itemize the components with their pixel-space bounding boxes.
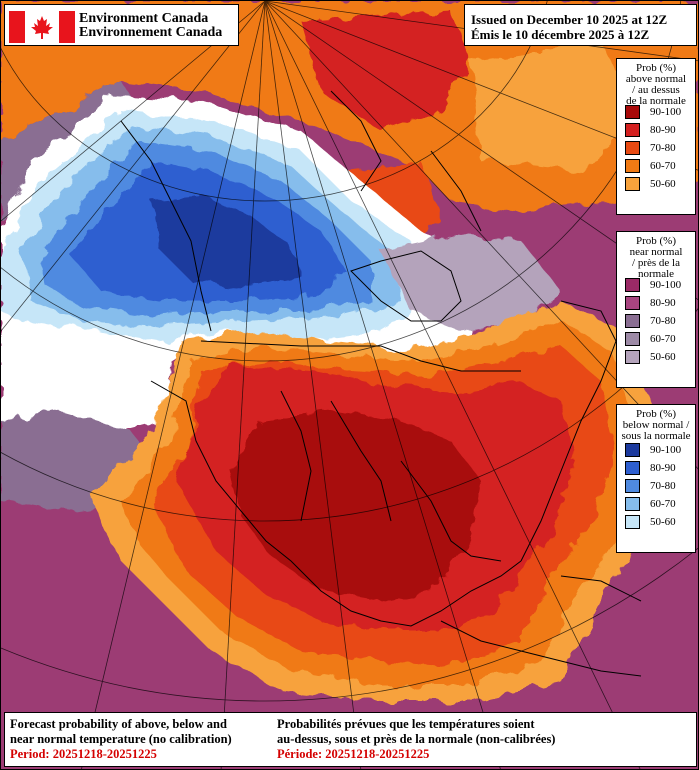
footer-fr-line2: au-dessus, sous et près de la normale (n… (277, 732, 555, 747)
footer-en-line1: Forecast probability of above, below and (10, 717, 232, 732)
legend-label: 80-90 (650, 462, 676, 474)
swatch-below-80-90 (625, 461, 640, 475)
footer-french: Probabilités prévues que les température… (277, 717, 555, 762)
legend-label: 50-60 (650, 178, 676, 190)
legend-above-title: Prob (%) above normal / au dessus de la … (617, 59, 695, 103)
legend-label: 90-100 (650, 279, 681, 291)
swatch-near-70-80 (625, 314, 640, 328)
agency-logo-box: Environment Canada Environnement Canada (4, 4, 239, 46)
legend-near-normal: Prob (%) near normal / près de la normal… (616, 231, 696, 388)
legend-label: 80-90 (650, 124, 676, 136)
issued-box: Issued on December 10 2025 at 12Z Émis l… (464, 4, 697, 46)
swatch-above-80-90 (625, 123, 640, 137)
agency-name-en: Environment Canada (79, 12, 222, 26)
swatch-below-60-70 (625, 497, 640, 511)
footer-en-period: Period: 20251218-20251225 (10, 747, 232, 762)
swatch-below-50-60 (625, 515, 640, 529)
legend-label: 70-80 (650, 480, 676, 492)
legend-label: 90-100 (650, 106, 681, 118)
legend-label: 70-80 (650, 142, 676, 154)
swatch-above-70-80 (625, 141, 640, 155)
swatch-near-80-90 (625, 296, 640, 310)
legend-below-title: Prob (%) below normal / sous la normale (617, 405, 695, 441)
legend-label: 60-70 (650, 160, 676, 172)
swatch-below-90-100 (625, 443, 640, 457)
agency-name: Environment Canada Environnement Canada (79, 12, 222, 40)
legend-label: 60-70 (650, 498, 676, 510)
legend-label: 80-90 (650, 297, 676, 309)
legend-label: 70-80 (650, 315, 676, 327)
legend-label: 60-70 (650, 333, 676, 345)
swatch-above-90-100 (625, 105, 640, 119)
issued-fr: Émis le 10 décembre 2025 à 12Z (471, 27, 667, 42)
swatch-above-60-70 (625, 159, 640, 173)
legend-label: 50-60 (650, 351, 676, 363)
agency-name-fr: Environnement Canada (79, 26, 222, 40)
footer-fr-period: Période: 20251218-20251225 (277, 747, 555, 762)
legend-label: 90-100 (650, 444, 681, 456)
footer-box: Forecast probability of above, below and… (4, 712, 697, 767)
swatch-near-50-60 (625, 350, 640, 364)
swatch-above-50-60 (625, 177, 640, 191)
legend-near-title: Prob (%) near normal / près de la normal… (617, 232, 695, 276)
footer-fr-line1: Probabilités prévues que les température… (277, 717, 555, 732)
legend-above-normal: Prob (%) above normal / au dessus de la … (616, 58, 696, 215)
legend-below-normal: Prob (%) below normal / sous la normale … (616, 404, 696, 553)
legend-label: 50-60 (650, 516, 676, 528)
issued-en: Issued on December 10 2025 at 12Z (471, 12, 667, 27)
footer-en-line2: near normal temperature (no calibration) (10, 732, 232, 747)
swatch-near-60-70 (625, 332, 640, 346)
footer-english: Forecast probability of above, below and… (10, 717, 232, 762)
swatch-near-90-100 (625, 278, 640, 292)
swatch-below-70-80 (625, 479, 640, 493)
canada-flag-icon (9, 11, 75, 43)
